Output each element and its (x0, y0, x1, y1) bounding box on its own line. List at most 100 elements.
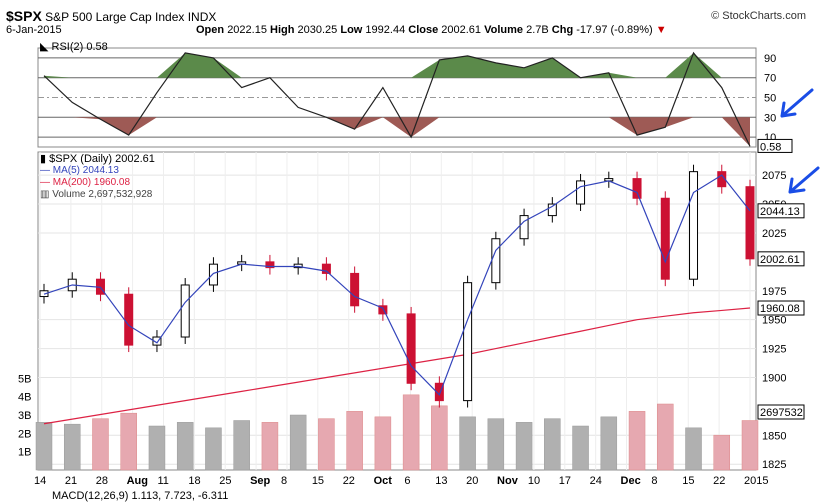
volume-bar (289, 414, 307, 471)
candle-body (124, 293, 134, 346)
ma200-legend-text: MA(200) 1960.08 (52, 177, 131, 188)
candle-body (745, 186, 755, 260)
volume-bar (346, 411, 363, 471)
x-axis-label: 14 (34, 475, 46, 487)
volume-bar (459, 416, 476, 471)
annotation-arrow-price (788, 166, 820, 194)
volume-bar (261, 422, 279, 471)
volume-bar (120, 412, 137, 471)
volume-bar (713, 434, 731, 471)
x-axis-label: 21 (65, 475, 77, 487)
volume-bar (515, 422, 533, 471)
volume-bar (176, 422, 194, 471)
x-axis-label: 2015 (744, 475, 768, 487)
volume-bar (544, 418, 561, 471)
volume-bar (148, 425, 166, 471)
high-label: High (270, 24, 295, 36)
candle-body (265, 261, 275, 269)
candle-body (717, 171, 727, 188)
x-axis-label: Oct (374, 475, 393, 487)
x-axis-label: Aug (127, 475, 148, 487)
x-axis-label: Dec (621, 475, 641, 487)
ma200-legend: — MA(200) 1960.08 (40, 177, 130, 188)
chg-label: Chg (551, 24, 574, 36)
x-axis-label: 11 (157, 475, 168, 487)
ma200-tag-box (757, 300, 805, 316)
ma5-legend-text: MA(5) 2044.13 (52, 165, 119, 176)
ma5-line-icon: — (40, 165, 50, 176)
rsi-oversold-area (44, 117, 750, 147)
candle-body (491, 238, 501, 284)
volume-tag-box (757, 404, 805, 420)
x-axis-label: 8 (281, 475, 287, 487)
ma5-legend: — MA(5) 2044.13 (40, 165, 119, 176)
ma5-tag: 2044.13 (760, 206, 800, 218)
x-axis-label: 25 (219, 475, 231, 487)
x-axis-label: 22 (713, 475, 725, 487)
price-legend-title: ▮ $SPX (Daily) 2002.61 (40, 152, 155, 165)
candle-body (350, 272, 360, 307)
x-axis-label: 13 (435, 475, 447, 487)
price-tick-label: 1925 (762, 344, 786, 356)
volume-bar (741, 420, 759, 471)
volume-tick-label: 5B (18, 373, 31, 385)
macd-label: MACD(12,26,9) 1.113, 7.723, -6.311 (52, 490, 228, 502)
low-value: 1992.44 (365, 24, 406, 36)
volume-tick-label: 4B (18, 392, 31, 404)
candle-body (519, 215, 529, 240)
candle-body (152, 336, 162, 346)
volume-tick-label: 3B (18, 410, 31, 422)
ma5-line (43, 174, 751, 396)
price-tick-label: 2075 (762, 170, 786, 182)
ma5-tag-box (757, 203, 805, 219)
index-name: S&P 500 Large Cap Index (45, 10, 185, 24)
rsi-icon: ◣ (40, 41, 49, 53)
volume-bar (205, 427, 222, 471)
high-value: 2030.25 (297, 24, 338, 36)
macd-text: MACD(12,26,9) 1.113, 7.723, -6.311 (52, 490, 229, 502)
x-axis-label: 28 (96, 475, 108, 487)
candle-body (463, 282, 473, 402)
x-axis-label: 15 (312, 475, 324, 487)
volume-bar (572, 425, 589, 471)
chg-down-icon: ▼ (655, 24, 667, 36)
candle-body (689, 171, 699, 280)
volume-bar (657, 403, 674, 471)
candle-body (180, 284, 190, 338)
x-axis-label: 6 (404, 475, 410, 487)
volume-bar (628, 411, 646, 471)
volume-bar (63, 423, 81, 471)
price-tick-label: 1825 (762, 459, 786, 471)
volume-bar (402, 394, 420, 471)
rsi-tick-label: 70 (764, 73, 776, 85)
rsi-overbought-area (44, 52, 750, 78)
volume-bar (431, 405, 448, 471)
symbol: $SPX (6, 8, 42, 24)
x-axis-label: 10 (528, 475, 540, 487)
close-label: Close (408, 24, 439, 36)
volume-bar (92, 418, 109, 471)
price-tick-label: 2025 (762, 228, 786, 240)
candle-body (576, 180, 586, 205)
rsi-tick-label: 90 (764, 53, 776, 65)
candlestick-icon: ▮ (40, 153, 47, 165)
volume-bars-icon: ▥ (40, 189, 50, 200)
volume-value: 2.7B (526, 24, 549, 36)
candle-body (378, 305, 388, 315)
price-tick-label: 1975 (762, 286, 786, 298)
x-axis-label: 22 (343, 475, 355, 487)
volume-legend: ▥ Volume 2,697,532,928 (40, 189, 152, 200)
candle-body (434, 382, 444, 402)
candle-body (321, 263, 331, 274)
volume-tick-label: 1B (18, 447, 31, 459)
exchange: INDX (187, 10, 217, 24)
volume-bar (35, 422, 53, 471)
volume-bar (318, 418, 335, 471)
open-label: Open (196, 24, 225, 36)
rsi-tick-label: 50 (764, 93, 776, 105)
ma200-line (43, 307, 751, 425)
volume-tick-label: 2B (18, 428, 31, 440)
x-axis-label: 20 (466, 475, 478, 487)
volume-legend-text: Volume 2,697,532,928 (52, 189, 153, 200)
